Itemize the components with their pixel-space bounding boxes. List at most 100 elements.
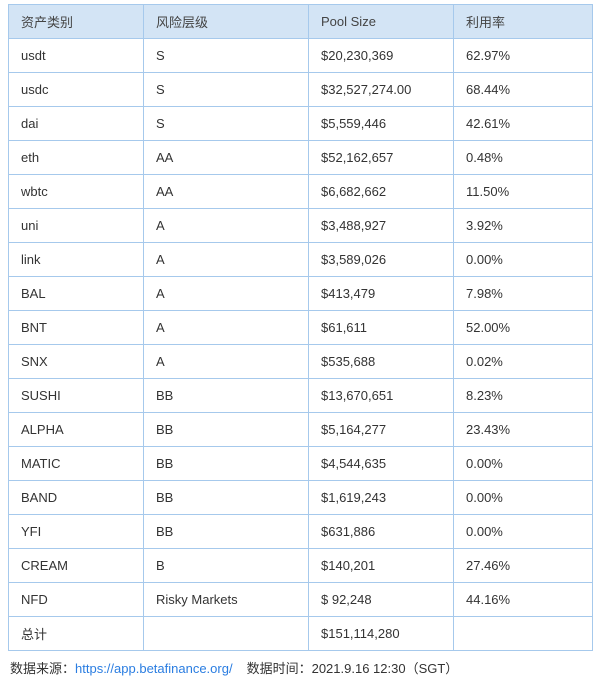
table-row: NFD Risky Markets $ 92,248 44.16%	[8, 582, 593, 617]
table-row: SUSHI BB $13,670,651 8.23%	[8, 378, 593, 413]
table-cell: usdt	[8, 38, 144, 73]
table-cell: YFI	[8, 514, 144, 549]
table-cell: BAND	[8, 480, 144, 515]
table-cell: eth	[8, 140, 144, 175]
column-header: 风险层级	[143, 4, 309, 39]
table-row: usdc S $32,527,274.00 68.44%	[8, 72, 593, 107]
table-cell: B	[143, 548, 309, 583]
data-time-label: 数据时间：	[246, 661, 312, 676]
table-cell: $6,682,662	[308, 174, 454, 209]
table-cell: 0.02%	[453, 344, 593, 379]
table-cell: MATIC	[8, 446, 144, 481]
table-row: YFI BB $631,886 0.00%	[8, 514, 593, 549]
table-cell: BB	[143, 378, 309, 413]
table-cell: S	[143, 38, 309, 73]
table-cell: $3,488,927	[308, 208, 454, 243]
asset-pool-table: 资产类别 风险层级 Pool Size 利用率 usdt S $20,230,369 62.…	[8, 4, 593, 651]
table-cell: $3,589,026	[308, 242, 454, 277]
table-cell: BB	[143, 412, 309, 447]
table-cell: $5,559,446	[308, 106, 454, 141]
table-cell: S	[143, 72, 309, 107]
table-cell: A	[143, 242, 309, 277]
data-time-value: 2021.9.16 12:30（SGT）	[311, 661, 459, 676]
table-cell	[143, 616, 309, 651]
table-cell: BAL	[8, 276, 144, 311]
table-cell: AA	[143, 140, 309, 175]
table-body: usdt S $20,230,369 62.97% usdc S $32,527,274.0…	[8, 38, 593, 651]
table-cell: $5,164,277	[308, 412, 454, 447]
table-cell: S	[143, 106, 309, 141]
column-header: Pool Size	[308, 4, 454, 39]
table-cell: 0.00%	[453, 446, 593, 481]
table-cell: link	[8, 242, 144, 277]
table-cell: $13,670,651	[308, 378, 454, 413]
table-cell: 8.23%	[453, 378, 593, 413]
table-cell: $61,611	[308, 310, 454, 345]
table-cell: 62.97%	[453, 38, 593, 73]
table-cell: BB	[143, 514, 309, 549]
table-cell: $ 92,248	[308, 582, 454, 617]
table-cell: 42.61%	[453, 106, 593, 141]
table-cell: A	[143, 276, 309, 311]
table-cell: $32,527,274.00	[308, 72, 454, 107]
table-row: uni A $3,488,927 3.92%	[8, 208, 593, 243]
table-cell: BB	[143, 480, 309, 515]
table-cell: $4,544,635	[308, 446, 454, 481]
table-cell: $151,114,280	[308, 616, 454, 651]
table-cell: wbtc	[8, 174, 144, 209]
table-cell: Risky Markets	[143, 582, 309, 617]
table-cell: $140,201	[308, 548, 454, 583]
table-cell: $20,230,369	[308, 38, 454, 73]
table-row: wbtc AA $6,682,662 11.50%	[8, 174, 593, 209]
data-source-link[interactable]: https://app.betafinance.org/	[75, 661, 233, 676]
table-row: link A $3,589,026 0.00%	[8, 242, 593, 277]
column-header: 利用率	[453, 4, 593, 39]
table-cell: A	[143, 208, 309, 243]
data-source-label: 数据来源：	[10, 661, 76, 676]
footer: 数据来源：https://app.betafinance.org/数据时间：20…	[10, 658, 592, 677]
table-cell: $535,688	[308, 344, 454, 379]
table-cell: AA	[143, 174, 309, 209]
table-cell: dai	[8, 106, 144, 141]
table-cell: BB	[143, 446, 309, 481]
table-cell: CREAM	[8, 548, 144, 583]
table-cell: $413,479	[308, 276, 454, 311]
table-cell: 27.46%	[453, 548, 593, 583]
table-row: MATIC BB $4,544,635 0.00%	[8, 446, 593, 481]
header-row: 资产类别 风险层级 Pool Size 利用率	[8, 4, 593, 39]
table-cell: 0.00%	[453, 480, 593, 515]
table-cell: ALPHA	[8, 412, 144, 447]
table-row: dai S $5,559,446 42.61%	[8, 106, 593, 141]
table-cell: 总计	[8, 616, 144, 651]
table-cell: 11.50%	[453, 174, 593, 209]
table-cell	[453, 616, 593, 651]
table-cell: 7.98%	[453, 276, 593, 311]
table-cell: usdc	[8, 72, 144, 107]
table-row: usdt S $20,230,369 62.97%	[8, 38, 593, 73]
table-cell: 3.92%	[453, 208, 593, 243]
table-cell: 68.44%	[453, 72, 593, 107]
table-cell: 0.48%	[453, 140, 593, 175]
table-cell: SUSHI	[8, 378, 144, 413]
table-cell: 0.00%	[453, 514, 593, 549]
table-row: 总计 $151,114,280	[8, 616, 593, 651]
table-row: SNX A $535,688 0.02%	[8, 344, 593, 379]
column-header: 资产类别	[8, 4, 144, 39]
table-cell: 44.16%	[453, 582, 593, 617]
table-cell: NFD	[8, 582, 144, 617]
table-cell: $631,886	[308, 514, 454, 549]
table-row: eth AA $52,162,657 0.48%	[8, 140, 593, 175]
table-row: BAND BB $1,619,243 0.00%	[8, 480, 593, 515]
table-cell: $52,162,657	[308, 140, 454, 175]
table-cell: $1,619,243	[308, 480, 454, 515]
table-cell: 23.43%	[453, 412, 593, 447]
table-cell: BNT	[8, 310, 144, 345]
table-row: BAL A $413,479 7.98%	[8, 276, 593, 311]
table-cell: A	[143, 344, 309, 379]
table-row: BNT A $61,611 52.00%	[8, 310, 593, 345]
table-cell: SNX	[8, 344, 144, 379]
table-cell: A	[143, 310, 309, 345]
table-cell: uni	[8, 208, 144, 243]
table-row: CREAM B $140,201 27.46%	[8, 548, 593, 583]
